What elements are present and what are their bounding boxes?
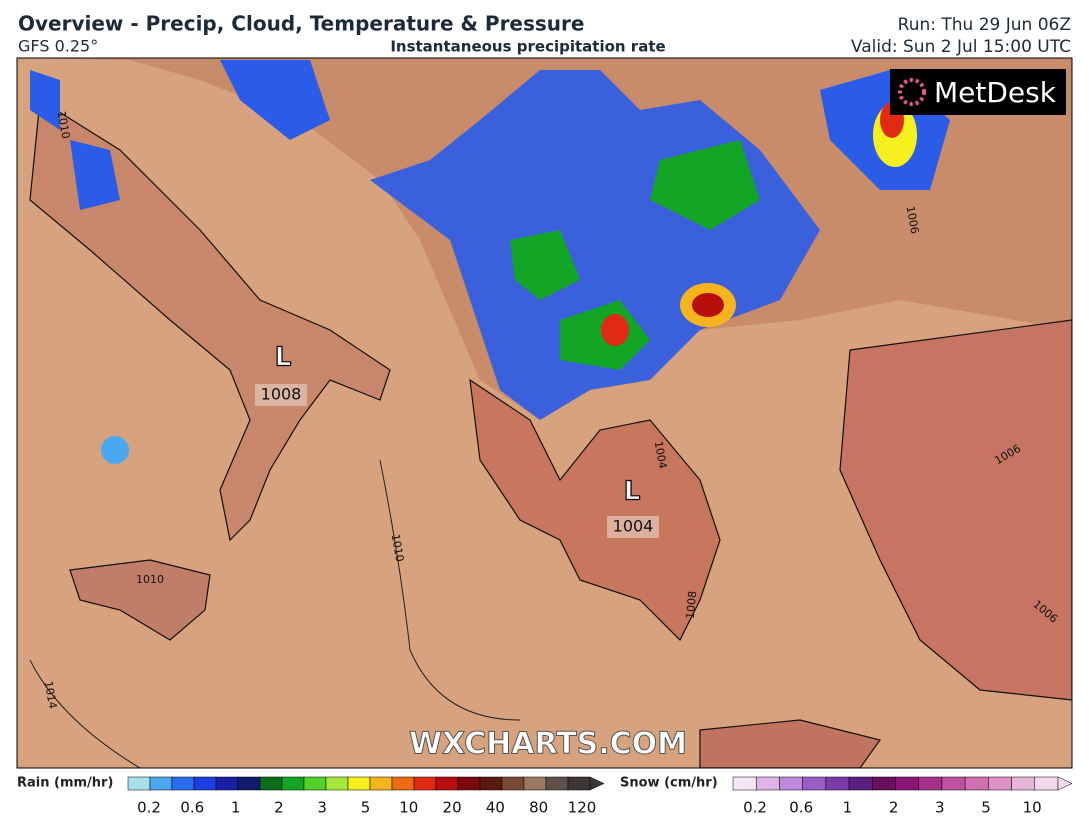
legend-tick-label: 5 [361,799,371,817]
title: Overview - Precip, Cloud, Temperature & … [18,12,584,36]
color-swatch [149,776,173,791]
color-swatch [802,776,827,791]
low-pressure: 1008 [261,385,302,404]
color-swatch [918,776,943,791]
isobar [379,459,521,721]
logo-box [890,69,1066,115]
snow-legend-label: Snow (cm/hr) [620,776,718,791]
precip [510,230,580,300]
color-swatch [848,776,873,791]
low-pressure: 1004 [613,517,654,536]
greece [469,378,721,642]
legend-tick-label: 80 [529,799,548,817]
pressure-box [255,384,307,406]
logo: MetDesk [934,76,1057,109]
color-swatch [457,776,481,791]
italy [29,98,391,542]
precip [101,436,129,464]
legend-tick-label: 120 [568,799,597,817]
isobar-label: 1008 [684,590,699,619]
run: Run: Thu 29 Jun 06Z [898,15,1071,35]
color-swatch [171,776,195,791]
color-swatch [545,776,569,791]
turkey [839,319,1072,701]
color-swatch [895,776,919,791]
pressure-box [607,516,659,538]
isobar [29,659,141,768]
color-swatch [303,776,327,791]
rain-legend-label: Rain (mm/hr) [17,776,113,791]
isobar-label: 1010 [389,533,407,563]
legend-tick-label: 10 [1023,799,1042,817]
legend-tick-label: 20 [443,799,462,817]
color-swatch [237,776,261,791]
map: L1008L1004101010101010101410061006100810… [16,57,1073,769]
model: GFS 0.25° [18,37,98,56]
sicily [69,559,211,641]
color-swatch [347,776,371,791]
color-swatch [435,776,459,791]
legend-tick-label: 0.6 [789,799,813,817]
color-swatch [755,776,780,791]
legend-tick-label: 1 [843,799,853,817]
color-swatch [127,776,151,791]
color-swatch [779,776,803,791]
color-swatch [281,776,305,791]
color-swatch [964,776,989,791]
color-swatch [391,776,415,791]
low-symbol: L [275,343,292,373]
color-swatch [825,776,850,791]
crete [699,719,882,768]
legend-tick-label: 0.2 [743,799,767,817]
legend-tick-label: 5 [981,799,991,817]
color-swatch [501,776,525,791]
logo-mark [898,78,926,106]
legend-tick-label: 3 [317,799,327,817]
color-swatch [872,776,896,791]
color-swatch [567,776,591,791]
color-swatch [1011,776,1036,791]
precip [30,70,60,130]
color-swatch [941,776,966,791]
color-swatch [413,776,437,791]
map-frame [16,57,1073,769]
isobar-label: 1004 [652,440,670,470]
color-arrow [1057,776,1073,791]
isobar-label: 1010 [136,573,164,586]
subtitle: Instantaneous precipitation rate [390,38,665,56]
color-swatch [193,776,217,791]
color-swatch [215,776,239,791]
precip [220,60,330,140]
legend-tick-label: 40 [486,799,505,817]
legend-tick-label: 2 [889,799,899,817]
color-swatch [325,776,349,791]
legend-tick-label: 3 [935,799,945,817]
color-swatch [523,776,547,791]
color-swatch [479,776,503,791]
legend-tick-label: 1 [231,799,241,817]
legend-tick-label: 2 [274,799,284,817]
precip [692,293,724,317]
color-swatch [259,776,283,791]
precip [650,140,760,230]
isobar-label: 1014 [42,680,60,710]
legend-tick-label: 10 [399,799,418,817]
color-swatch [1034,776,1059,791]
isobar-label: 1010 [55,110,73,140]
watermark: WXCHARTS.COM [409,727,687,762]
legend-tick-label: 0.2 [137,799,161,817]
low-symbol: L [624,477,641,507]
color-swatch [732,776,757,791]
precip [70,140,120,210]
precip [601,314,629,346]
valid: Valid: Sun 2 Jul 15:00 UTC [851,37,1071,57]
isobar-label: 1006 [904,205,922,235]
color-swatch [369,776,393,791]
color-arrow [589,776,605,791]
color-swatch [988,776,1012,791]
legend-tick-label: 0.6 [180,799,204,817]
